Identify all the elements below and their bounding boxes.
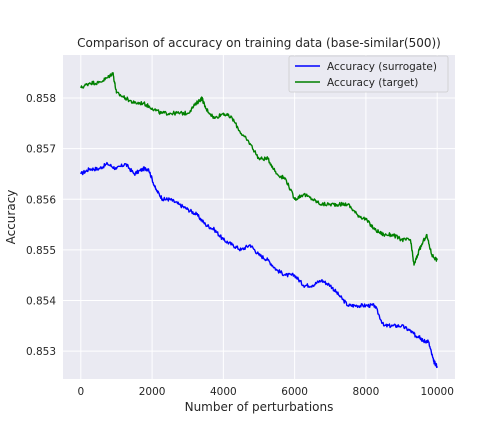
- y-tick-label: 0.853: [26, 346, 56, 358]
- y-tick-labels: 0.853 0.854 0.855 0.856 0.857 0.858: [26, 93, 56, 358]
- legend: Accuracy (surrogate) Accuracy (target): [288, 55, 449, 93]
- chart-title: Comparison of accuracy on training data …: [77, 36, 441, 50]
- x-tick-labels: 0 2000 4000 6000 8000 10000: [77, 386, 453, 398]
- series-lines: [80, 72, 438, 369]
- legend-label-target: Accuracy (target): [327, 77, 418, 89]
- x-tick-label: 0: [77, 386, 84, 398]
- x-tick-label: 10000: [420, 386, 453, 398]
- plot-area: [63, 55, 455, 379]
- y-tick-label: 0.858: [26, 93, 56, 105]
- x-tick-label: 4000: [210, 386, 237, 398]
- series-line-target: [80, 72, 438, 266]
- grid: [63, 55, 455, 379]
- x-tick-label: 6000: [281, 386, 308, 398]
- x-tick-label: 2000: [139, 386, 166, 398]
- x-tick-label: 8000: [353, 386, 380, 398]
- y-tick-label: 0.854: [26, 296, 56, 308]
- legend-label-surrogate: Accuracy (surrogate): [327, 61, 437, 73]
- x-axis-label: Number of perturbations: [185, 400, 334, 414]
- series-line-surrogate: [80, 161, 438, 369]
- y-tick-label: 0.856: [26, 194, 56, 206]
- y-axis-label: Accuracy: [4, 190, 18, 245]
- legend-box: [288, 55, 449, 93]
- y-tick-label: 0.855: [26, 245, 56, 257]
- y-tick-label: 0.857: [26, 144, 56, 156]
